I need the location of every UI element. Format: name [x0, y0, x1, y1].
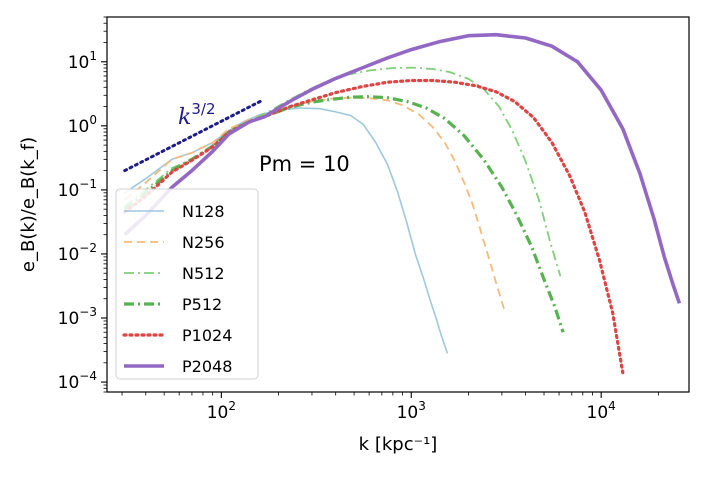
legend-label-p2048: P2048 [182, 357, 232, 376]
y-tick-label-base: 10 [58, 245, 80, 265]
series-line-p2048 [123, 32, 682, 304]
y-tick-label-exp: −3 [79, 305, 97, 319]
y-tick-label-exp: 1 [89, 49, 97, 63]
y-tick-label-base: 10 [68, 117, 90, 137]
x-tick-label: 104 [587, 399, 616, 423]
reference-line-k32 [123, 99, 262, 173]
legend-label-n512: N512 [182, 264, 225, 283]
x-tick-label-base: 10 [207, 403, 229, 423]
y-tick-label: 10−4 [58, 369, 97, 393]
power-law-label-exp: 3/2 [191, 100, 215, 118]
series-layer [123, 32, 682, 375]
legend-label-n256: N256 [182, 233, 225, 252]
x-tick-label-exp: 3 [418, 399, 426, 413]
legend-box [115, 188, 259, 380]
pm-label: Pm = 10 [259, 152, 350, 176]
y-tick-label: 10−3 [58, 305, 97, 329]
x-tick-label-exp: 2 [228, 399, 236, 413]
series-line-n128 [124, 107, 449, 354]
x-tick-label: 102 [207, 399, 236, 423]
series-line-p1024 [123, 78, 625, 375]
x-tick-label: 103 [397, 399, 426, 423]
y-tick-label-base: 10 [68, 53, 90, 73]
y-tick-label: 100 [68, 113, 97, 137]
x-tick-label-base: 10 [587, 403, 609, 423]
y-tick-label: 101 [68, 49, 97, 73]
y-tick-label-exp: −4 [79, 369, 97, 383]
y-tick-label: 10−1 [58, 177, 97, 201]
y-tick-label-base: 10 [58, 181, 80, 201]
annotations: k3/2 Pm = 10 [178, 100, 350, 176]
legend-label-p1024: P1024 [182, 326, 232, 345]
power-law-label: k3/2 [178, 100, 215, 130]
y-tick-label-base: 10 [58, 373, 80, 393]
y-tick-label-base: 10 [58, 309, 80, 329]
legend: N128 N256 N512 P512 P1024 P2048 [115, 188, 259, 380]
power-law-label-base: k [178, 105, 191, 130]
x-tick-label-base: 10 [397, 403, 419, 423]
y-tick-label-exp: −1 [79, 177, 97, 191]
y-tick-label: 10−2 [58, 241, 97, 265]
legend-label-n128: N128 [182, 202, 225, 221]
x-tick-label-exp: 4 [608, 399, 616, 413]
y-tick-label-exp: −2 [79, 241, 97, 255]
legend-label-p512: P512 [182, 295, 222, 314]
y-tick-label-exp: 0 [89, 113, 97, 127]
y-axis-label: e_B(k)/e_B(k_f) [18, 137, 39, 272]
x-axis-label: k [kpc⁻¹] [359, 434, 438, 455]
series-line-n256 [124, 96, 506, 311]
